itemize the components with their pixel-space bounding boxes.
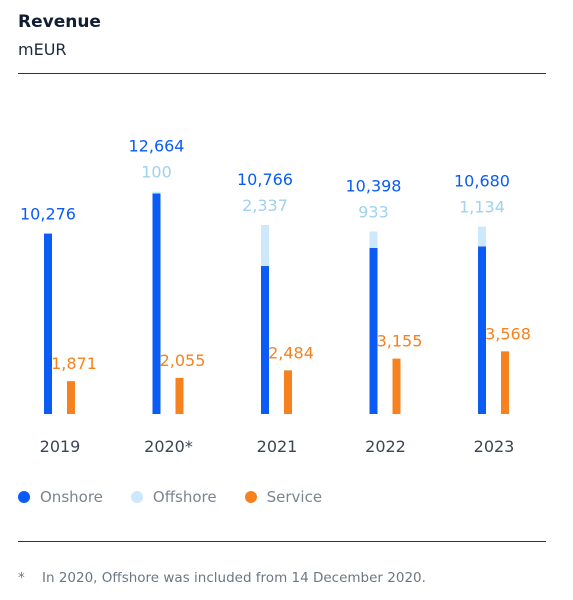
onshore-bar-3 [369,247,378,414]
total-label-3: 10,398 [346,176,402,195]
bottom-divider [18,541,546,542]
offshore-bar-3 [369,231,378,248]
chart-legend: Onshore Offshore Service [18,488,350,506]
x-tick-label-1: 2020* [144,437,193,456]
x-tick-label-4: 2023 [474,437,515,456]
x-tick-label-3: 2022 [365,437,406,456]
legend-item-offshore: Offshore [130,488,217,506]
total-label-4: 10,680 [454,172,510,191]
total-label-0: 10,276 [20,205,76,224]
legend-dot-service [244,491,257,503]
service-label-1: 2,055 [160,351,206,370]
service-bar-2 [284,370,292,414]
footnote-text: In 2020, Offshore was included from 14 D… [42,570,426,586]
service-bar-0 [67,381,75,414]
legend-item-service: Service [244,488,323,506]
legend-dot-onshore [18,491,30,503]
service-label-2: 2,484 [268,343,314,362]
offshore-label-3: 933 [358,202,389,221]
legend-dot-offshore [130,491,143,503]
legend-item-onshore: Onshore [18,488,103,506]
onshore-bar-1 [152,193,161,414]
offshore-bar-4 [478,226,486,247]
service-label-4: 3,568 [485,324,531,343]
footnote-mark: * [18,570,25,586]
chart-unit: mEUR [18,40,67,59]
service-label-3: 3,155 [377,332,423,351]
service-bar-4 [501,351,509,414]
chart-title: Revenue [18,12,101,32]
top-divider [18,73,546,74]
onshore-bar-4 [478,246,486,414]
offshore-label-4: 1,134 [459,198,505,217]
service-bar-1 [175,377,184,414]
service-label-0: 1,871 [51,354,97,373]
footnote: * In 2020, Offshore was included from 14… [18,570,426,586]
offshore-label-1: 100 [141,163,172,182]
offshore-bar-2 [261,224,269,267]
total-label-2: 10,766 [237,170,293,189]
total-label-1: 12,664 [129,137,185,156]
revenue-bar-chart: 10,276 1,871 2019 100 12,664 2,055 2020* 2,337 1… [20,137,531,456]
service-bar-3 [392,358,401,414]
legend-label-service: Service [266,488,323,506]
x-tick-label-0: 2019 [40,437,81,456]
offshore-bar-1 [152,191,161,194]
legend-label-onshore: Onshore [40,488,103,506]
offshore-label-2: 2,337 [242,196,288,215]
legend-label-offshore: Offshore [152,488,217,506]
onshore-bar-0 [44,233,52,414]
x-tick-label-2: 2021 [257,437,298,456]
onshore-bar-2 [261,266,269,414]
